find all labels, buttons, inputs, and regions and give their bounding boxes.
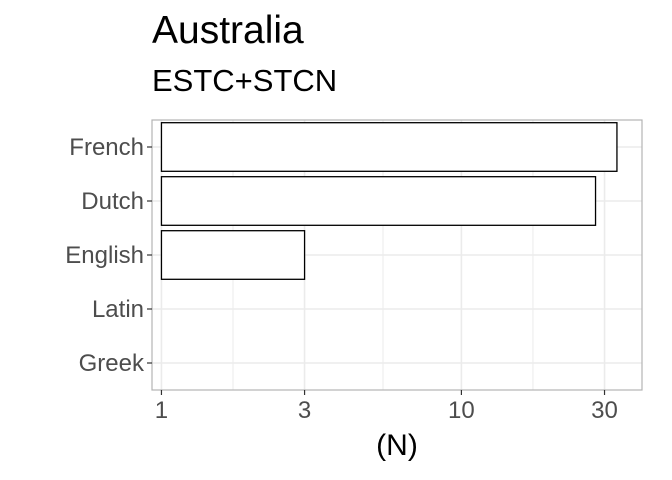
y-tick-label: Greek bbox=[79, 350, 145, 377]
x-tick-label: 3 bbox=[298, 397, 311, 424]
chart-subtitle: ESTC+STCN bbox=[152, 63, 338, 98]
x-tick-label: 30 bbox=[591, 397, 618, 424]
bars bbox=[160, 122, 618, 280]
bar-french bbox=[160, 122, 618, 172]
y-tick-label: English bbox=[65, 242, 144, 269]
y-tick-label: French bbox=[69, 134, 144, 161]
y-tick-label: Latin bbox=[92, 296, 144, 323]
chart-title: Australia bbox=[152, 9, 304, 52]
bar-dutch bbox=[160, 176, 597, 226]
bar-english bbox=[160, 230, 306, 280]
y-axis-labels: French Dutch English Latin Greek bbox=[65, 134, 152, 377]
x-tick-label: 10 bbox=[448, 397, 475, 424]
y-tick-label: Dutch bbox=[81, 188, 144, 215]
x-axis-title: (N) bbox=[376, 429, 418, 462]
x-axis-labels: 1 3 10 30 bbox=[155, 390, 618, 424]
x-tick-label: 1 bbox=[155, 397, 168, 424]
